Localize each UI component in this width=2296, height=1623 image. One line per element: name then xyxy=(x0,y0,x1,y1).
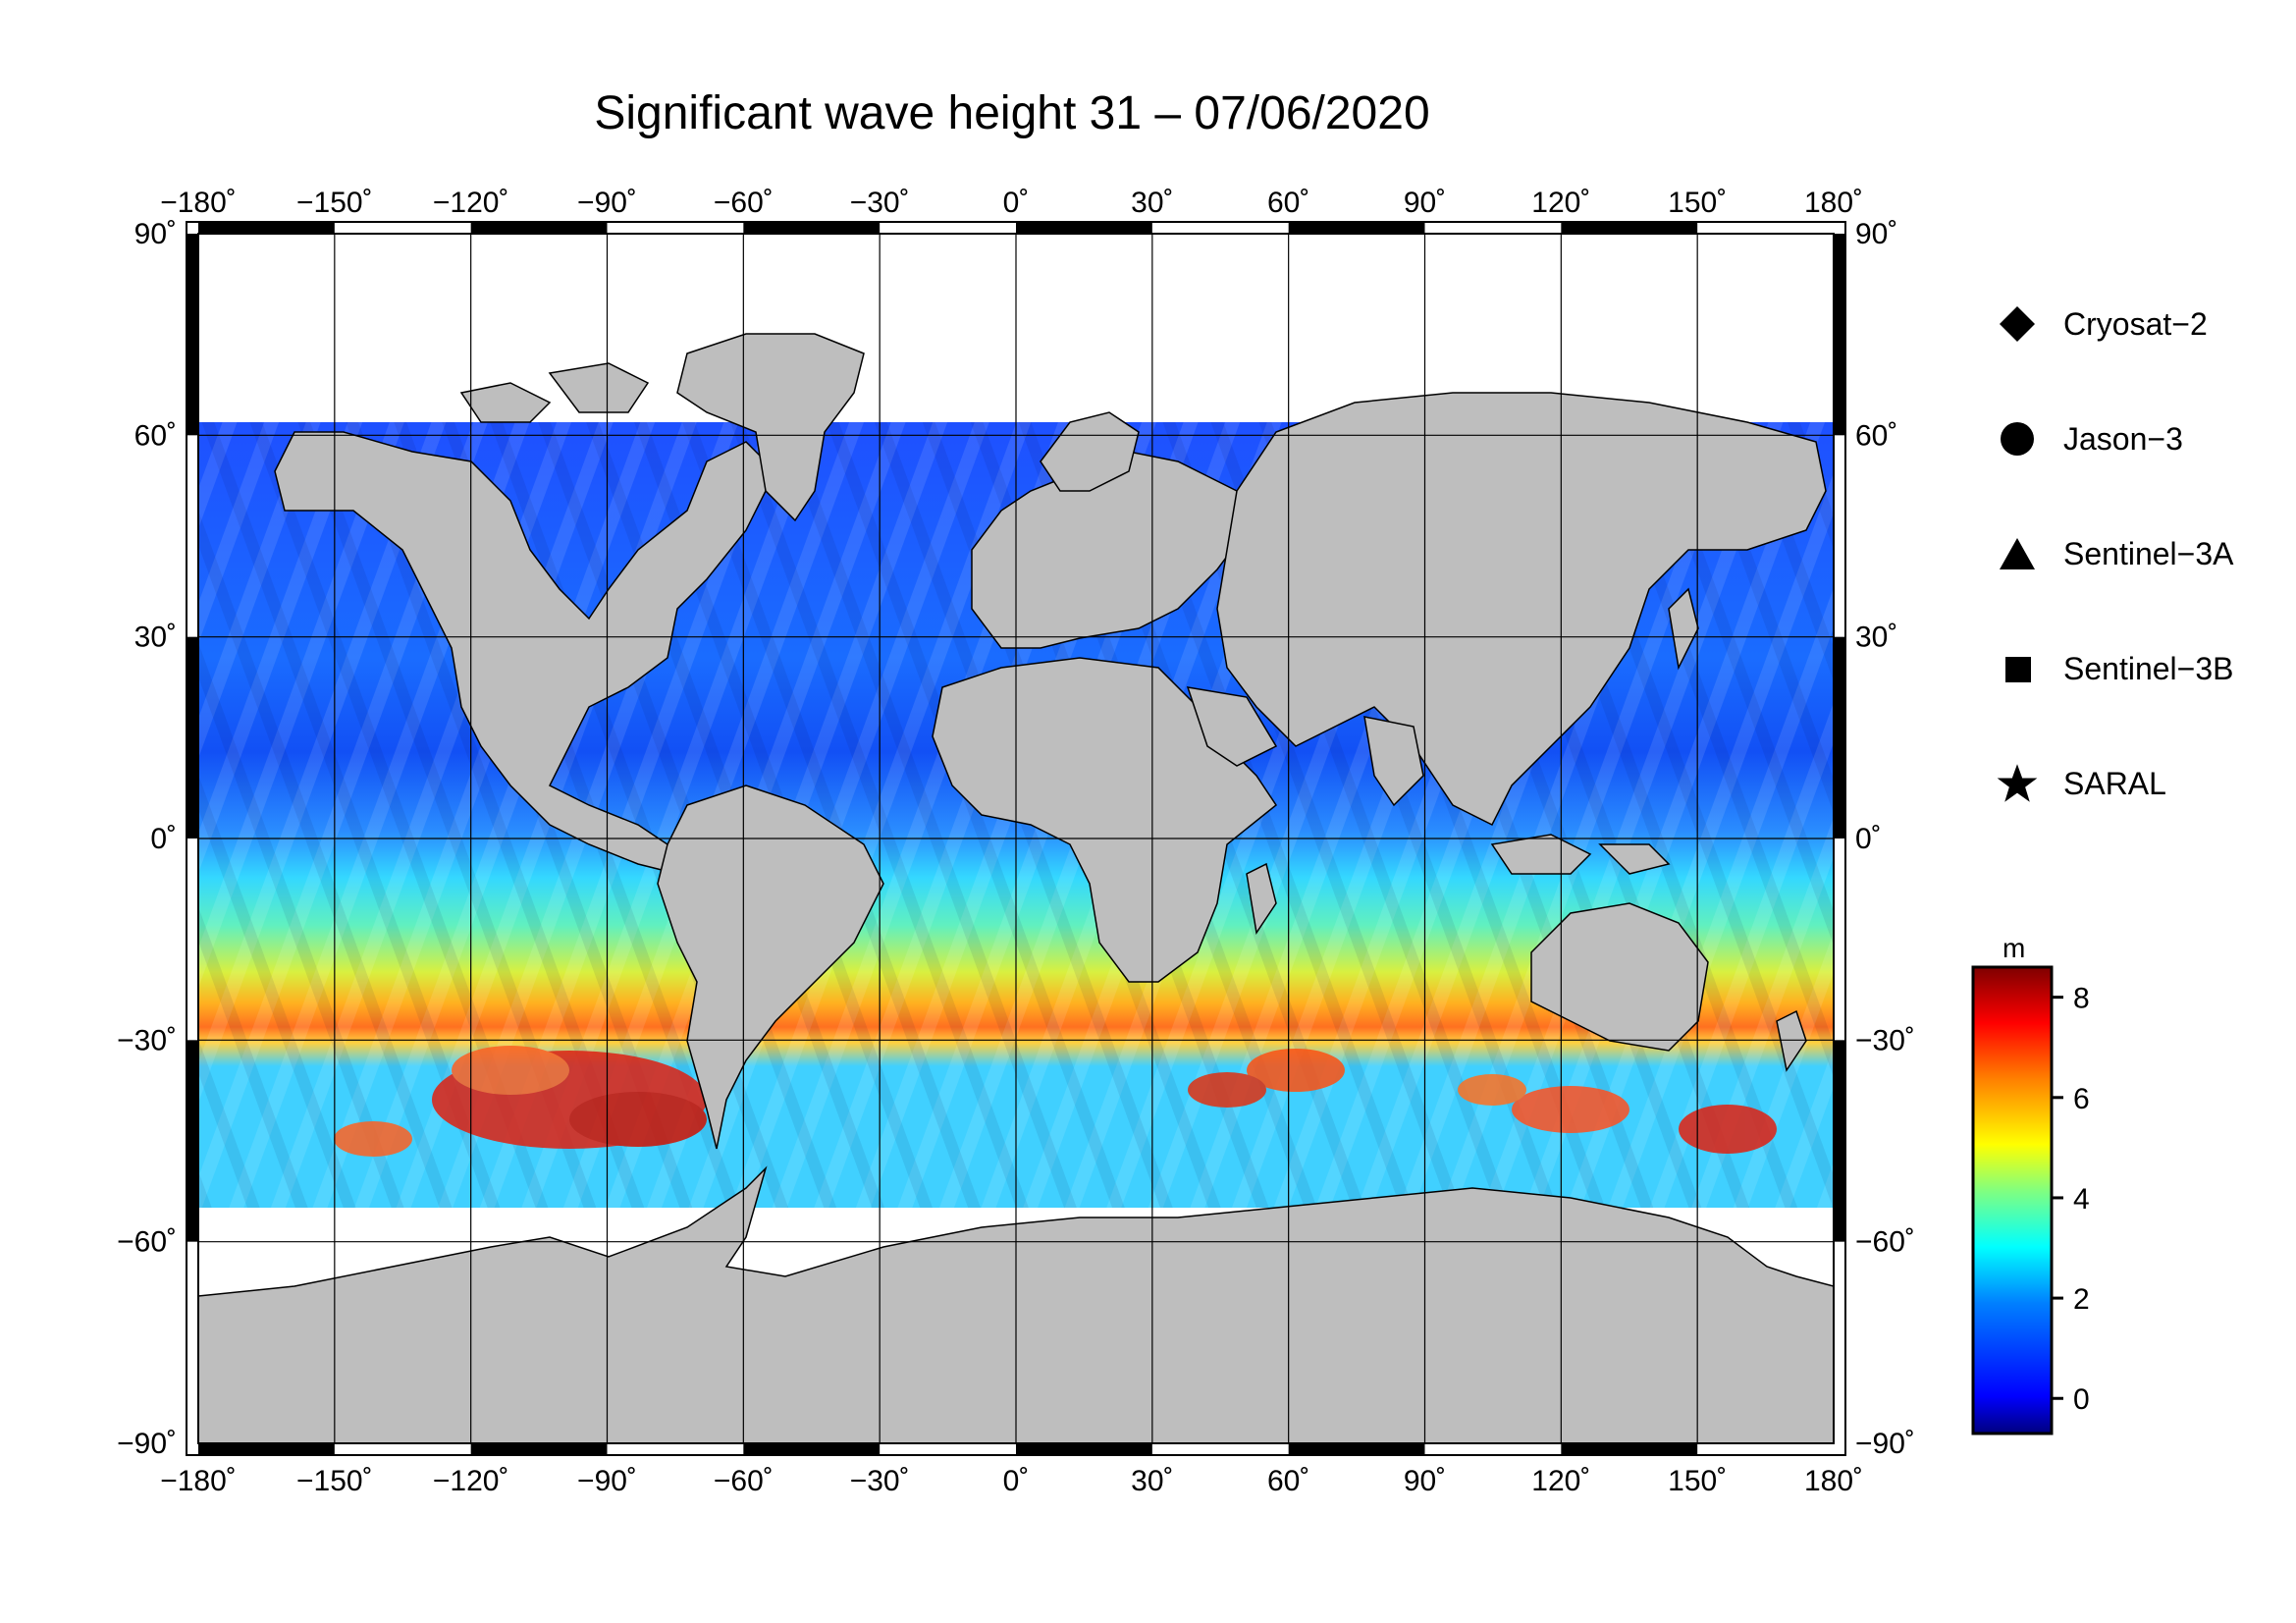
lon-tick-label: 0˚ xyxy=(1003,187,1030,219)
star-icon xyxy=(1993,759,2042,808)
lon-tick-label: −60˚ xyxy=(714,187,774,219)
legend-item-jason: Jason−3 xyxy=(1993,414,2183,463)
colorbar: 8 6 4 2 0 xyxy=(1971,965,2090,1435)
legend-item-saral: SARAL xyxy=(1993,759,2166,808)
lon-tick-label: −60˚ xyxy=(714,1465,774,1497)
high-wave-patches xyxy=(334,1046,1777,1157)
lon-tick-label: 90˚ xyxy=(1404,1465,1446,1497)
legend-item-sentinel-3b: Sentinel−3B xyxy=(1993,644,2233,693)
lon-labels-bottom: −180˚ −150˚ −120˚ −90˚ −60˚ −30˚ 0˚ 30˚ 60˚ 90˚ 12… xyxy=(160,1465,1863,1497)
lon-tick-label: 0˚ xyxy=(1003,1465,1030,1497)
lat-tick-label: −30˚ xyxy=(117,1024,177,1056)
graticule xyxy=(198,234,1834,1443)
lat-tick-label: −30˚ xyxy=(1855,1024,1915,1056)
colorbar-tick-label: 8 xyxy=(2073,983,2090,1015)
frame-segment xyxy=(1834,636,1845,839)
triangle-icon xyxy=(1993,529,2042,578)
frame-segment xyxy=(187,234,198,436)
frame-segment xyxy=(743,1443,881,1455)
colorbar-ticks: 8 6 4 2 0 xyxy=(2052,983,2090,1416)
lon-tick-label: −180˚ xyxy=(160,187,237,219)
lat-tick-label: 0˚ xyxy=(1855,823,1882,855)
frame-segment xyxy=(743,222,881,234)
frame-segment xyxy=(1834,234,1845,436)
lon-tick-label: −30˚ xyxy=(850,187,910,219)
legend-label: SARAL xyxy=(2063,765,2166,801)
legend-label: Jason−3 xyxy=(2063,420,2183,457)
lon-tick-label: 120˚ xyxy=(1531,187,1590,219)
lat-tick-label: 30˚ xyxy=(1855,622,1897,654)
lon-tick-label: 180˚ xyxy=(1804,1465,1863,1497)
circle-icon xyxy=(1993,414,2042,463)
colorbar-tick-label: 4 xyxy=(2073,1183,2090,1216)
lon-tick-label: 90˚ xyxy=(1404,187,1446,219)
lat-tick-label: −60˚ xyxy=(117,1226,177,1259)
lon-tick-label: −180˚ xyxy=(160,1465,237,1497)
frame-segment xyxy=(1016,1443,1152,1455)
lat-labels-left: 90˚ 60˚ 30˚ 0˚ −30˚ −60˚ −90˚ xyxy=(117,218,177,1460)
frame-segment xyxy=(198,222,335,234)
lat-tick-label: −60˚ xyxy=(1855,1226,1915,1259)
lon-labels-top: −180˚ −150˚ −120˚ −90˚ −60˚ −30˚ 0˚ 30˚ 60˚ 90˚ 12… xyxy=(160,187,1863,219)
square-icon xyxy=(1993,644,2042,693)
frame-segment xyxy=(198,1443,335,1455)
legend-label: Sentinel−3B xyxy=(2063,650,2234,686)
colorbar-tick-label: 0 xyxy=(2073,1383,2090,1416)
frame-segment xyxy=(470,1443,608,1455)
colorbar-ramp xyxy=(1971,965,2054,1435)
frame-segment xyxy=(187,1040,198,1242)
lon-tick-label: 60˚ xyxy=(1267,187,1309,219)
africa xyxy=(932,657,1278,983)
lon-tick-label: 180˚ xyxy=(1804,187,1863,219)
colorbar-tick-label: 6 xyxy=(2073,1083,2090,1115)
colorbar-unit: m xyxy=(2002,933,2026,963)
lon-tick-label: −120˚ xyxy=(433,1465,509,1497)
lon-tick-label: −120˚ xyxy=(433,187,509,219)
lon-tick-label: −150˚ xyxy=(296,1465,373,1497)
map-frame xyxy=(186,221,1846,1456)
map-title: Significant wave height 31 – 07/06/2020 xyxy=(594,87,1430,139)
lat-tick-label: 60˚ xyxy=(134,419,177,452)
lon-tick-label: 150˚ xyxy=(1668,187,1727,219)
frame-segment xyxy=(187,636,198,839)
asia xyxy=(1216,392,1827,827)
legend-item-sentinel-3a: Sentinel−3A xyxy=(1993,529,2233,578)
lon-tick-label: 150˚ xyxy=(1668,1465,1727,1497)
legend-label: Sentinel−3A xyxy=(2063,535,2234,571)
colorbar-tick-label: 2 xyxy=(2073,1283,2090,1316)
frame-segment xyxy=(1834,1040,1845,1242)
lon-tick-label: −150˚ xyxy=(296,187,373,219)
lat-tick-label: 60˚ xyxy=(1855,419,1897,452)
lat-tick-label: −90˚ xyxy=(1855,1428,1915,1460)
lat-tick-label: 0˚ xyxy=(150,823,177,855)
diamond-icon xyxy=(1993,299,2042,349)
lon-tick-label: 30˚ xyxy=(1131,1465,1173,1497)
frame-segment xyxy=(1288,1443,1425,1455)
lon-tick-label: −90˚ xyxy=(577,1465,637,1497)
australia xyxy=(1530,902,1709,1052)
south-america xyxy=(657,784,884,1150)
frame-segment xyxy=(470,222,608,234)
frame-segment xyxy=(1561,222,1698,234)
lon-tick-label: 60˚ xyxy=(1267,1465,1309,1497)
lat-labels-right: 90˚ 60˚ 30˚ 0˚ −30˚ −60˚ −90˚ xyxy=(1855,218,1915,1460)
lat-tick-label: 30˚ xyxy=(134,622,177,654)
legend-label: Cryosat−2 xyxy=(2063,305,2208,342)
lat-tick-label: 90˚ xyxy=(134,218,177,250)
lon-tick-label: −90˚ xyxy=(577,187,637,219)
frame-segment xyxy=(1016,222,1152,234)
frame-segment xyxy=(1288,222,1425,234)
lon-tick-label: −30˚ xyxy=(850,1465,910,1497)
lat-tick-label: −90˚ xyxy=(117,1428,177,1460)
lon-tick-label: 30˚ xyxy=(1131,187,1173,219)
frame-segment xyxy=(1561,1443,1698,1455)
north-america xyxy=(274,431,776,916)
legend-item-cryosat: Cryosat−2 xyxy=(1993,299,2208,349)
greenland xyxy=(676,333,865,522)
lon-tick-label: 120˚ xyxy=(1531,1465,1590,1497)
lat-tick-label: 90˚ xyxy=(1855,218,1897,250)
